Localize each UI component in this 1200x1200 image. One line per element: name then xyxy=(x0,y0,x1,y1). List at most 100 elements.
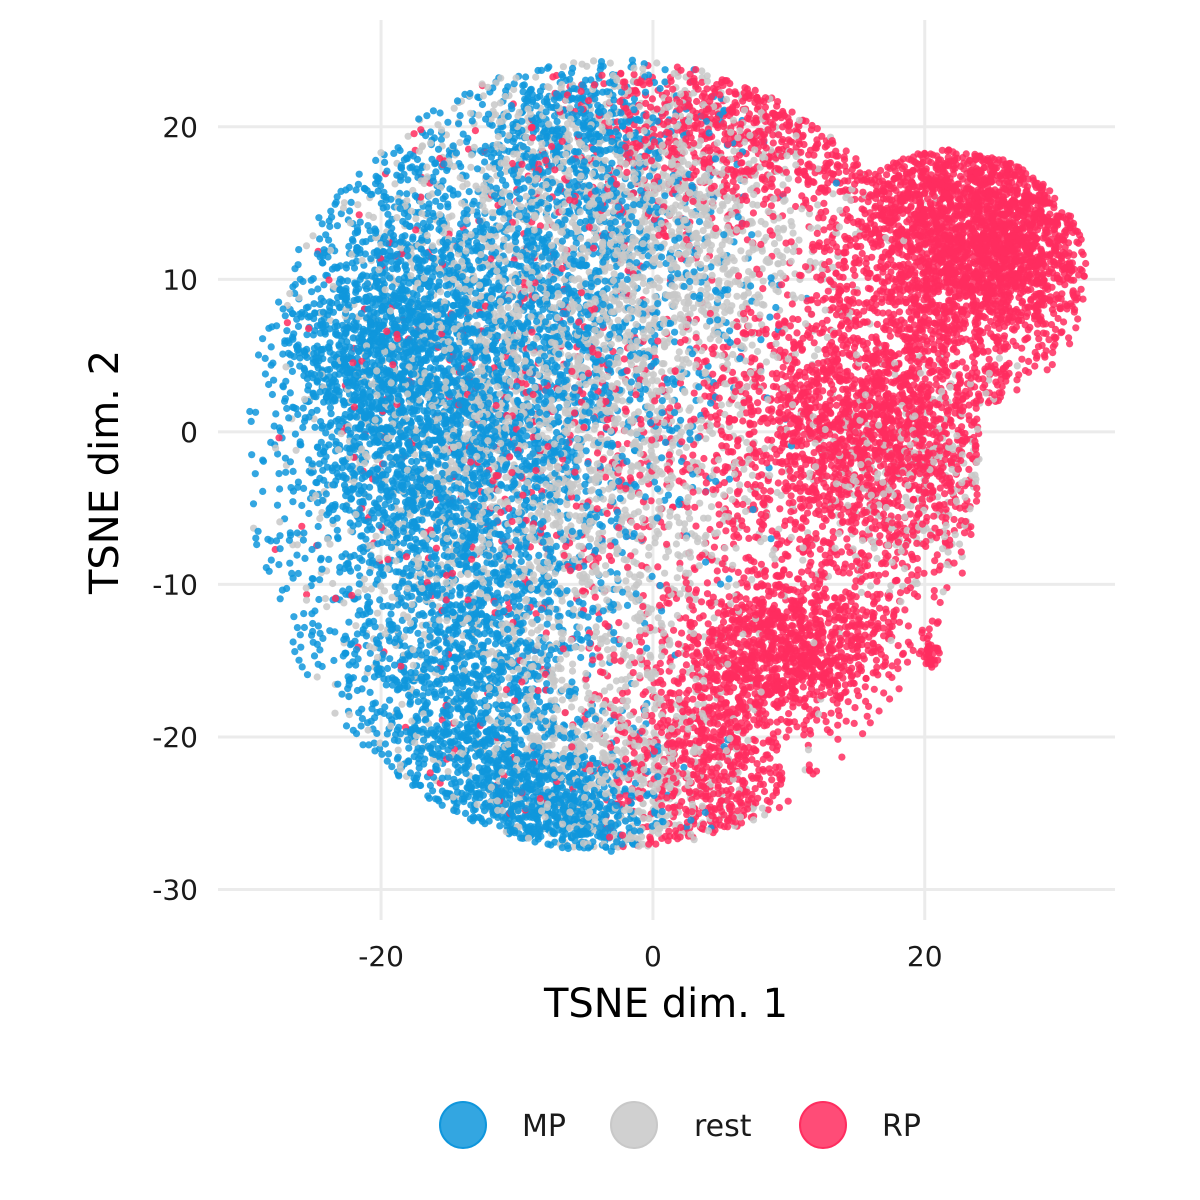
scatter-point-rest xyxy=(367,585,375,593)
scatter-point-rest xyxy=(592,623,600,631)
scatter-point-mp xyxy=(294,322,303,330)
scatter-point-rp xyxy=(715,501,723,509)
scatter-point-mp xyxy=(446,689,454,697)
scatter-point-rest xyxy=(1013,362,1021,370)
scatter-point-rp xyxy=(876,604,884,612)
scatter-point-rp xyxy=(930,587,938,595)
scatter-point-rp xyxy=(692,522,700,530)
scatter-point-rp xyxy=(647,497,655,505)
scatter-point-mp xyxy=(253,541,261,549)
scatter-point-mp xyxy=(366,688,374,697)
scatter-point-mp xyxy=(347,198,355,206)
scatter-point-rest xyxy=(340,199,348,207)
scatter-point-rp xyxy=(903,658,912,666)
scatter-point-mp xyxy=(386,655,394,663)
scatter-point-rest xyxy=(696,499,704,507)
scatter-point-mp xyxy=(267,438,275,446)
scatter-point-rest xyxy=(313,673,321,681)
scatter-point-rest xyxy=(598,659,606,668)
scatter-point-rest xyxy=(789,229,797,237)
scatter-point-mp xyxy=(291,265,299,273)
scatter-point-rest xyxy=(582,682,591,690)
scatter-point-rp xyxy=(771,561,779,569)
scatter-point-rp xyxy=(834,721,842,729)
scatter-point-mp xyxy=(330,656,338,665)
scatter-point-mp xyxy=(297,643,305,651)
scatter-point-mp xyxy=(650,478,659,486)
scatter-point-rp xyxy=(941,490,949,498)
scatter-point-rest xyxy=(625,570,634,578)
scatter-point-mp xyxy=(623,601,632,610)
scatter-point-rest xyxy=(716,207,724,215)
scatter-point-rp xyxy=(759,285,767,293)
scatter-point-rest xyxy=(568,667,577,675)
scatter-point-mp xyxy=(626,396,634,404)
scatter-point-rp xyxy=(894,665,902,673)
scatter-point-mp xyxy=(334,680,342,688)
scatter-point-rest xyxy=(779,384,788,392)
scatter-point-mp xyxy=(281,312,289,320)
scatter-point-rest xyxy=(654,614,662,622)
scatter-point-mp xyxy=(630,95,639,103)
scatter-point-rest xyxy=(699,227,707,235)
scatter-point-rest xyxy=(672,540,681,548)
scatter-point-rest xyxy=(642,503,650,511)
scatter-point-rest xyxy=(590,57,598,65)
scatter-point-rp xyxy=(1051,325,1060,333)
scatter-point-rest xyxy=(292,446,300,454)
scatter-point-mp xyxy=(643,644,651,652)
scatter-point-rp xyxy=(1035,335,1043,343)
scatter-point-mp xyxy=(273,501,282,509)
scatter-point-mp xyxy=(558,70,566,79)
scatter-point-rp xyxy=(775,804,784,812)
scatter-point-rest xyxy=(656,260,664,268)
scatter-point-rest xyxy=(425,192,433,200)
scatter-point-rest xyxy=(759,277,767,285)
scatter-point-rp xyxy=(843,535,851,543)
scatter-point-rest xyxy=(814,201,822,209)
scatter-point-rest xyxy=(558,676,566,684)
scatter-point-rest xyxy=(985,376,993,384)
scatter-point-rest xyxy=(675,348,683,356)
scatter-point-mp xyxy=(293,529,301,537)
scatter-point-rp xyxy=(877,166,885,175)
scatter-point-rp xyxy=(689,695,697,703)
scatter-point-rp xyxy=(826,223,834,231)
scatter-point-rest xyxy=(675,449,683,457)
scatter-point-mp xyxy=(311,423,319,431)
scatter-point-rest xyxy=(867,582,875,590)
scatter-point-rest xyxy=(723,582,732,591)
scatter-point-rest xyxy=(645,551,653,559)
scatter-point-rest xyxy=(373,609,381,617)
scatter-point-rp xyxy=(798,568,806,576)
scatter-point-rp xyxy=(863,608,871,616)
scatter-point-mp xyxy=(310,652,319,660)
scatter-point-rp xyxy=(793,723,801,731)
scatter-point-rest xyxy=(749,200,757,208)
scatter-point-rp xyxy=(670,626,678,634)
scatter-point-mp xyxy=(395,723,403,731)
scatter-point-rest xyxy=(754,347,762,356)
scatter-point-rp xyxy=(779,363,787,371)
scatter-point-rp xyxy=(725,433,734,442)
scatter-point-rp xyxy=(1065,334,1073,342)
scatter-point-rp xyxy=(767,202,776,210)
scatter-point-rp xyxy=(754,399,762,407)
scatter-point-mp xyxy=(267,343,275,351)
scatter-point-rest xyxy=(682,443,691,451)
scatter-point-rp xyxy=(794,176,802,184)
scatter-point-rp xyxy=(808,310,816,318)
scatter-point-rp xyxy=(833,401,841,409)
scatter-point-mp xyxy=(300,610,308,618)
scatter-points xyxy=(246,56,1090,855)
scatter-point-mp xyxy=(352,186,360,194)
scatter-point-mp xyxy=(314,285,322,293)
scatter-point-rp xyxy=(623,440,632,448)
scatter-point-rp xyxy=(1074,315,1082,323)
scatter-point-rp xyxy=(813,136,821,144)
scatter-point-rp xyxy=(690,389,698,397)
scatter-point-mp xyxy=(334,535,342,543)
scatter-point-rp xyxy=(844,543,852,551)
scatter-point-rp xyxy=(870,685,878,693)
